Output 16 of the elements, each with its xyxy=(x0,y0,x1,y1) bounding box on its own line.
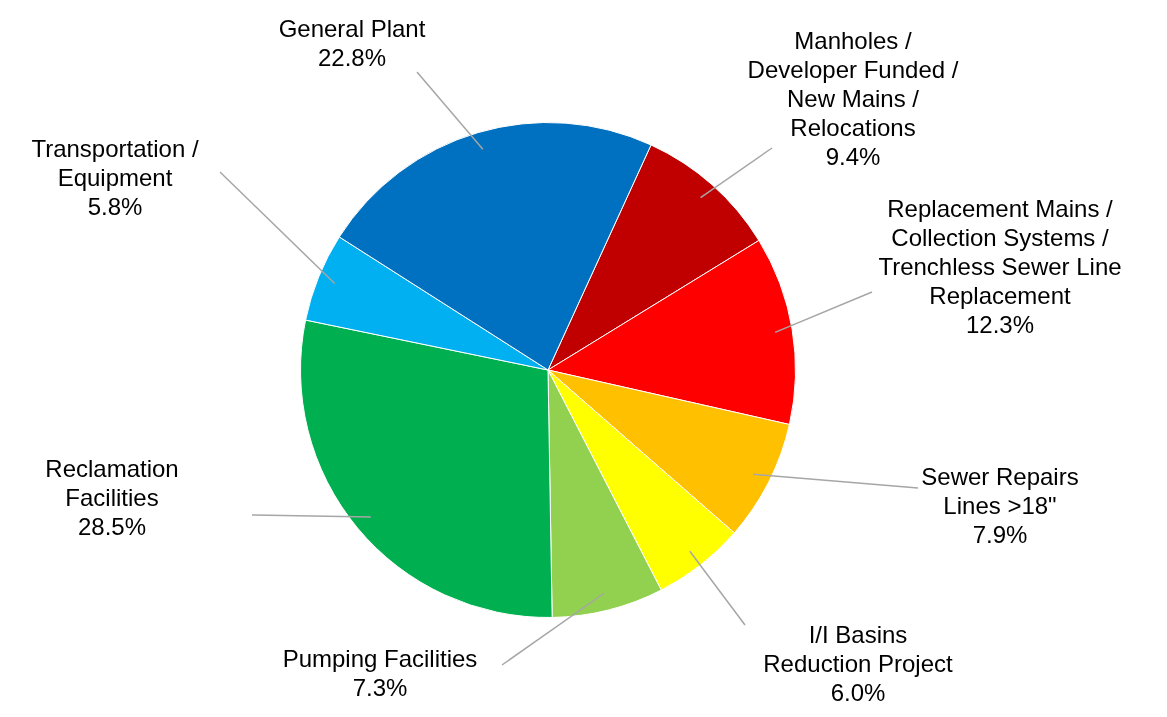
data-label: 22.8% xyxy=(317,43,387,71)
slice-label: I/I Basins Reduction Project xyxy=(763,620,954,677)
slice-label: Transportation / Equipment xyxy=(31,134,199,191)
slice-label: Manholes / Developer Funded / New Mains / Relocations xyxy=(747,26,959,141)
data-label: 12.3% xyxy=(965,310,1035,338)
data-label: 28.5% xyxy=(77,512,147,540)
slice-label: Pumping Facilities xyxy=(282,644,478,672)
data-label: 5.8% xyxy=(87,192,143,220)
data-label: 7.9% xyxy=(972,520,1028,548)
slice-label: Sewer Repairs Lines >18" xyxy=(921,462,1079,519)
data-label: 7.3% xyxy=(352,673,408,701)
slice-label: General Plant xyxy=(278,14,426,42)
data-label: 6.0% xyxy=(830,678,886,706)
data-label: 9.4% xyxy=(825,142,881,170)
slice-label: Reclamation Facilities xyxy=(45,454,179,511)
slice-label: Replacement Mains / Collection Systems / Trenchless Sewer Line Replacement xyxy=(878,194,1122,309)
